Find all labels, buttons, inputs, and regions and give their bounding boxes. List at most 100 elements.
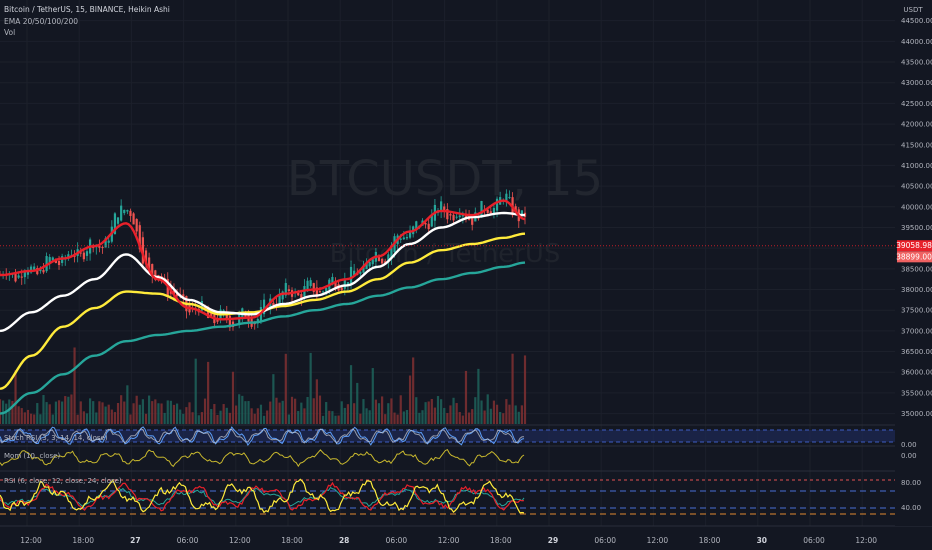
time-tick-label: 29 [548,536,558,545]
price-tick-label: 40000.00 [901,203,932,211]
volume-bar [458,412,461,424]
volume-bar [188,402,191,424]
volume-bar [219,410,222,424]
candle-body [210,312,213,316]
candle-body [359,271,362,274]
price-tick-label: 40500.00 [901,183,932,191]
candle-body [300,294,303,299]
time-tick-label: 06:00 [386,536,408,545]
volume-bar [238,394,241,424]
price-tick-label: 37500.00 [901,307,932,315]
volume-bar [356,382,359,424]
candle-body [98,246,101,248]
volume-bar [262,415,266,424]
volume-bar [48,404,51,424]
volume-bar [440,399,443,424]
volume-bar [203,398,207,424]
volume-bar [207,361,210,424]
volume-bar [70,394,73,424]
time-tick-label: 12:00 [229,536,251,545]
volume-bar [42,395,45,424]
rsi-6-line [0,478,525,514]
volume-bar [39,414,42,424]
volume-bar [95,412,98,424]
volume-bar [390,398,393,424]
volume-bar [250,408,253,424]
rsi-12-line [0,481,524,512]
volume-bar [278,402,281,424]
price-tick-labels: 44500.00 44000.00 43500.00 43000.00 42500.00… [901,17,932,418]
volume-bar [11,400,14,424]
candle-body [424,223,427,225]
candle-body [489,211,492,216]
time-tick-label: 18:00 [281,536,303,545]
candle-body [113,213,117,235]
candle-body [371,259,374,265]
volume-bar [151,401,154,424]
price-tick-label: 43500.00 [901,59,932,67]
volume-bar [511,353,514,424]
candle-body [135,218,138,232]
volume-bar [269,401,272,424]
volume-bar [256,408,259,424]
time-axis[interactable]: 12:00 18:00 27 06:00 12:00 18:00 28 06:00 12:00 1… [0,527,932,550]
volume-bar [129,414,132,424]
volume-bar [85,413,89,424]
volume-bar [387,403,390,424]
price-axis-unit: USDT [903,6,923,14]
momentum-line [0,448,525,468]
volume-bar [17,406,20,424]
candle-body [262,299,266,315]
volume-bar [502,413,505,424]
volume-bar [148,395,151,424]
volume-bar [492,400,496,424]
volume-bar [61,401,64,424]
chart-legend: Bitcoin / TetherUS, 15, BINANCE, Heikin … [4,5,170,485]
volume-bar [297,411,300,424]
candle-body [443,206,446,212]
candle-body [520,210,523,216]
legend-vol[interactable]: Vol [4,28,15,37]
candle-body [415,221,418,231]
volume-bar [253,413,256,424]
volume-bar [471,409,474,424]
candle-body [144,250,148,265]
legend-rsi[interactable]: RSI (6, close, 12, close, 24, close) [4,477,122,485]
candle-body [278,293,281,305]
volume-bar [182,413,185,424]
volume-bar [54,401,58,424]
volume-bar [5,403,8,424]
volume-bar [191,412,194,424]
candle-body [408,230,412,238]
time-tick-label: 12:00 [855,536,877,545]
candle-body [309,280,312,287]
legend-stoch-rsi[interactable]: Stoch RSI (3, 3, 14, 14, close) [4,434,108,442]
candle-body [82,252,85,260]
candle-body [79,252,82,254]
volume-bar [474,397,477,424]
price-axis[interactable]: USDT 44500.00 44000.00 43500.00 43000.00 425… [895,0,932,526]
volume-bar [272,374,275,424]
volume-bar [489,408,492,424]
volume-bar [328,410,331,424]
volume-bar [210,409,213,424]
volume-bar [505,399,508,424]
volume-bar [430,398,433,424]
time-tick-label: 12:00 [20,536,42,545]
time-tick-label: 06:00 [177,536,199,545]
candle-body [20,276,23,278]
volume-bar [76,414,79,424]
legend-ema[interactable]: EMA 20/50/100/200 [4,17,78,26]
legend-mom[interactable]: Mom (10, close) [4,452,60,460]
candle-body [368,262,371,267]
volume-bar [222,404,225,424]
volume-bar [200,412,204,424]
candle-body [123,209,126,214]
candle-body [132,213,135,225]
mom-axis-label: 0.00 [901,452,917,460]
volume-bar [14,370,17,424]
time-tick-label: 06:00 [803,536,825,545]
volume-bar [172,404,176,424]
watermark-symbol: BTCUSDT, 15 [287,151,603,207]
volume-bar [163,412,166,424]
